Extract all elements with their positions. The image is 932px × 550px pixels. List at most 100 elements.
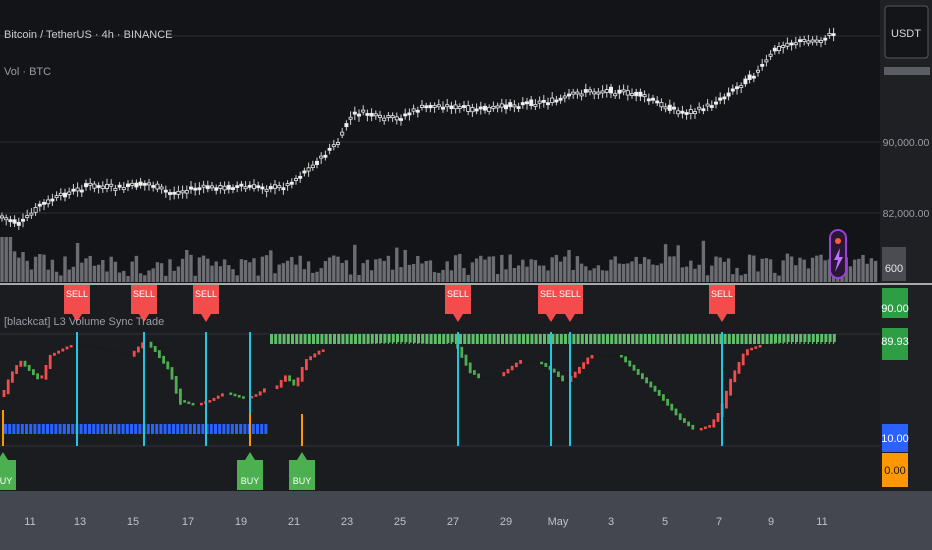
price-scale[interactable]	[880, 0, 932, 491]
volume-bar	[508, 254, 512, 282]
symbol-title[interactable]: Bitcoin / TetherUS · 4h · BINANCE	[4, 29, 173, 41]
oscillator-bar	[153, 346, 157, 352]
time-axis[interactable]	[0, 491, 932, 550]
volume-bar	[848, 266, 853, 282]
sell-marker[interactable]: SELL	[64, 285, 90, 322]
buy-marker[interactable]: BUY	[0, 452, 16, 490]
candle-body	[33, 207, 38, 213]
volume-bar	[59, 275, 63, 282]
volume-bar	[575, 256, 580, 282]
candle-body	[369, 112, 374, 117]
candle-body	[222, 185, 227, 191]
candle-body	[239, 183, 244, 187]
overbought-bar	[547, 334, 551, 344]
volume-badge-label: 600	[885, 263, 903, 275]
candle-body	[520, 102, 525, 106]
sell-marker[interactable]: SELL	[709, 285, 735, 322]
volume-bar	[168, 259, 172, 282]
oscillator-bar	[166, 361, 170, 370]
oversold-bar	[54, 424, 58, 434]
volume-bar	[588, 270, 592, 282]
volume-bar	[71, 266, 76, 282]
overbought-bar	[614, 334, 618, 344]
indicator-title[interactable]: [blackcat] L3 Volume Sync Trade	[4, 316, 164, 328]
candle-body	[541, 99, 546, 103]
volume-bar	[197, 257, 202, 282]
candle-body	[663, 106, 668, 110]
oversold-bar	[218, 424, 222, 434]
candle-body	[340, 131, 345, 136]
volume-bar	[861, 254, 865, 282]
oscillator-bar	[636, 369, 640, 375]
candle-body	[214, 187, 219, 191]
candle-body	[546, 102, 551, 106]
volume-bar	[126, 275, 130, 282]
buy-marker[interactable]: BUY	[237, 452, 263, 490]
scale-handle[interactable]	[884, 67, 930, 75]
overbought-bar	[723, 334, 727, 344]
oversold-bar	[20, 424, 24, 434]
sell-marker[interactable]: SELL	[193, 285, 219, 322]
candle-body	[314, 160, 319, 165]
volume-bar	[378, 258, 382, 282]
oscillator-bar	[237, 395, 241, 398]
oversold-bar	[159, 424, 163, 434]
time-axis-label: 11	[816, 516, 827, 528]
oscillator-bar	[431, 344, 434, 347]
candle-body	[424, 105, 429, 109]
candle-body	[726, 92, 731, 97]
oscillator-bar	[292, 379, 296, 386]
overbought-bar	[820, 334, 824, 344]
oscillator-bar	[216, 395, 220, 399]
volume-legend[interactable]: Vol · BTC	[4, 66, 51, 78]
overbought-bar	[475, 334, 479, 344]
volume-bar	[764, 258, 769, 282]
volume-bar	[571, 269, 575, 282]
candle-body	[407, 112, 412, 116]
oversold-bar	[16, 424, 20, 434]
candle-body	[533, 104, 538, 107]
lightning-bolt-icon[interactable]	[829, 229, 847, 279]
sell-marker[interactable]: SELL	[445, 285, 471, 322]
indicator-pane[interactable]	[0, 285, 880, 491]
overbought-bar	[286, 334, 290, 344]
oscillator-bar	[683, 418, 686, 423]
volume-bar	[147, 270, 151, 282]
candle-body	[440, 106, 445, 110]
candle-body	[12, 219, 17, 224]
currency-button[interactable]	[884, 5, 929, 59]
buy-marker[interactable]: BUY	[289, 452, 315, 490]
oscillator-bar	[662, 394, 665, 401]
volume-bar	[113, 261, 118, 282]
volume-bar	[563, 256, 567, 282]
overbought-bar	[643, 334, 647, 344]
sell-marker[interactable]: SELL	[557, 285, 583, 322]
overbought-bar	[635, 334, 639, 344]
volume-bar	[466, 274, 470, 282]
overbought-bar	[824, 334, 828, 344]
overbought-bar	[295, 334, 299, 344]
candle-body	[705, 103, 710, 107]
candle-body	[356, 113, 361, 117]
oversold-bar	[201, 424, 205, 434]
volume-bar	[151, 268, 155, 282]
oscillator-bar	[817, 342, 821, 345]
oscillator-bar	[762, 344, 766, 348]
overbought-bar	[627, 334, 630, 344]
volume-bar	[815, 255, 819, 282]
sell-marker[interactable]: SELL	[131, 285, 157, 322]
overbought-bar	[681, 334, 685, 344]
oscillator-bar	[741, 353, 745, 366]
volume-bar	[668, 256, 672, 282]
candle-body	[226, 184, 231, 190]
volume-bar	[857, 258, 861, 282]
oscillator-bar	[267, 388, 270, 391]
oscillator-bar	[590, 355, 594, 359]
oscillator-bar	[384, 342, 388, 346]
candle-body	[230, 187, 235, 190]
overbought-bar	[278, 334, 282, 344]
oscillator-bar	[111, 349, 115, 353]
volume-bar	[231, 269, 235, 282]
